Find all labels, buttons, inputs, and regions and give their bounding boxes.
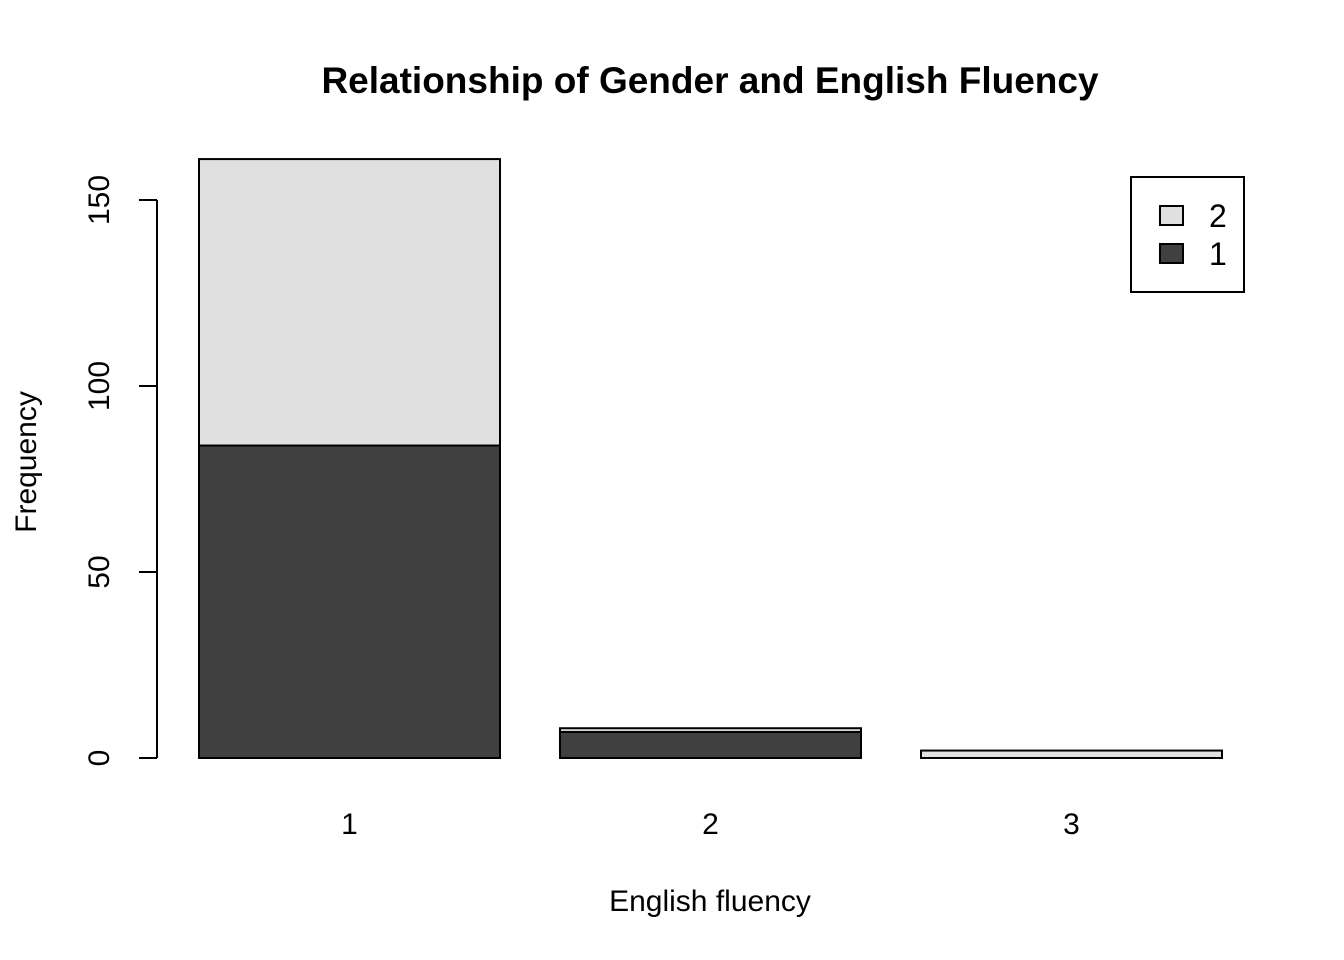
x-tick-labels: 1 2 3	[341, 808, 1080, 841]
y-tick-label: 50	[83, 555, 116, 588]
x-tick-label: 2	[702, 808, 719, 841]
legend-swatch-1	[1159, 243, 1184, 264]
legend-swatch-2	[1159, 205, 1184, 226]
bar-segment-1-series-1	[198, 444, 501, 759]
bar-segment-3-series-2	[920, 749, 1223, 759]
bar-segment-2-series-2	[559, 727, 862, 733]
legend-box	[1130, 176, 1245, 293]
legend-label-2: 2	[1209, 198, 1227, 234]
y-tick-label: 150	[83, 175, 116, 225]
y-axis: 0 50 100 150	[83, 175, 158, 767]
x-tick-label: 1	[341, 808, 358, 841]
legend: 21	[1130, 176, 1245, 293]
y-axis-label: Frequency	[10, 391, 43, 533]
bar-segment-1-series-2	[198, 158, 501, 447]
bar-segment-2-series-1	[559, 730, 862, 760]
chart-title: Relationship of Gender and English Fluen…	[321, 60, 1099, 101]
x-axis-label: English fluency	[609, 885, 811, 918]
x-tick-label: 3	[1063, 808, 1080, 841]
bars	[198, 158, 1223, 760]
legend-label-1: 1	[1209, 236, 1227, 272]
y-tick-label: 100	[83, 361, 116, 411]
y-tick-label: 0	[83, 750, 116, 767]
